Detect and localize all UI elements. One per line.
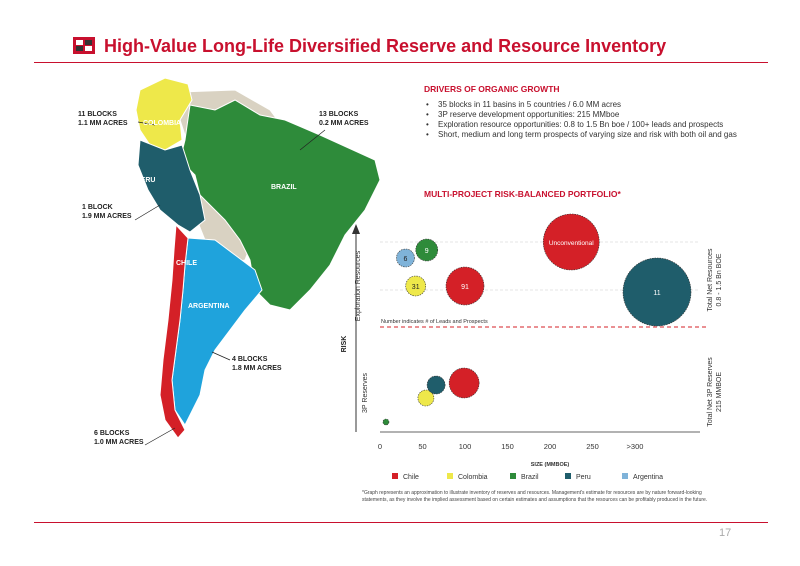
x-tick-label: 0 — [378, 442, 382, 451]
callout-chile: 6 BLOCKS 1.0 MM ACRES — [94, 430, 144, 446]
x-tick-label: >300 — [627, 442, 644, 451]
bubble-reserve — [417, 389, 435, 407]
legend-swatch — [565, 473, 571, 479]
y-axis-arrow — [352, 224, 360, 234]
band-label-exploration: Exploration Resources — [355, 250, 362, 321]
bubble-exploration — [445, 266, 485, 306]
portfolio-heading: MULTI-PROJECT RISK-BALANCED PORTFOLIO* — [424, 189, 621, 199]
legend-swatch — [622, 473, 628, 479]
x-tick-label: 100 — [459, 442, 472, 451]
x-tick-label: 150 — [501, 442, 514, 451]
legend-swatch — [510, 473, 516, 479]
bubble-exploration — [405, 275, 427, 297]
bubble-label: 91 — [461, 284, 469, 291]
x-tick-label: 250 — [586, 442, 599, 451]
map-label-peru: PERU — [136, 177, 156, 184]
chart-footnote: *Graph represents an approximation to il… — [362, 490, 708, 503]
footer-divider — [34, 522, 768, 523]
portfolio-bubble-chart: RISK Exploration Resources 3P Reserves N… — [341, 213, 723, 481]
bubble-exploration — [396, 248, 415, 268]
x-axis-title: SIZE (MMBOE) — [531, 462, 570, 468]
legend-label: Peru — [576, 474, 591, 481]
page-title: High-Value Long-Life Diversified Reserve… — [104, 36, 667, 56]
bubble-label: 9 — [425, 248, 429, 255]
south-america-map — [134, 77, 381, 446]
list-item: 35 blocks in 11 basins in 5 countries / … — [424, 100, 764, 110]
right-label-reserves-1: Total Net 3P Reserves — [707, 357, 714, 427]
bubble-reserve — [448, 367, 480, 399]
legend-label: Argentina — [633, 474, 663, 481]
map-label-argentina: ARGENTINA — [188, 303, 230, 310]
callout-argentina: 4 BLOCKS 1.8 MM ACRES — [232, 356, 282, 372]
legend-label: Colombia — [458, 474, 488, 481]
callout-brazil: 13 BLOCKS 0.2 MM ACRES — [319, 111, 369, 127]
map-chile — [159, 223, 189, 439]
map-colombia — [135, 77, 193, 151]
divider-label: Number indicates # of Leads and Prospect… — [381, 319, 488, 325]
bubble-exploration — [415, 238, 439, 262]
map-label-colombia: COLOMBIA — [143, 120, 182, 127]
legend-label: Chile — [403, 474, 419, 481]
title-divider — [34, 62, 768, 63]
legend-label: Brazil — [521, 474, 539, 481]
bubble-label: Unconventional — [549, 240, 594, 247]
bubble-label: 6 — [404, 256, 408, 263]
legend-swatch — [392, 473, 398, 479]
bubble-label: 11 — [653, 290, 660, 297]
bubble-reserve — [426, 375, 446, 395]
callout-line-colombia — [137, 121, 156, 126]
bubble-label: 31 — [412, 284, 420, 291]
callout-line-argentina — [211, 351, 231, 361]
band-label-reserves: 3P Reserves — [362, 373, 369, 413]
callout-line-chile — [144, 427, 176, 446]
right-label-reserves-2: 215 MMBOE — [716, 372, 723, 412]
company-logo-icon — [73, 37, 95, 54]
list-item: Short, medium and long term prospects of… — [424, 130, 764, 140]
x-tick-label: 50 — [418, 442, 426, 451]
legend-swatch — [447, 473, 453, 479]
x-tick-label: 200 — [544, 442, 557, 451]
callout-line-peru — [134, 204, 161, 221]
right-label-exploration-2: 0.8 - 1.5 Bn BOE — [716, 253, 723, 306]
map-label-chile: CHILE — [176, 260, 197, 267]
callout-colombia: 11 BLOCKS 1.1 MM ACRES — [78, 111, 128, 127]
drivers-list: 35 blocks in 11 basins in 5 countries / … — [424, 100, 764, 140]
map-label-brazil: BRAZIL — [271, 184, 297, 191]
map-peru — [137, 139, 206, 233]
bubble-exploration — [622, 257, 692, 327]
list-item: 3P reserve development opportunities: 21… — [424, 110, 764, 120]
callout-peru: 1 BLOCK 1.9 MM ACRES — [82, 204, 132, 220]
drivers-heading: DRIVERS OF ORGANIC GROWTH — [424, 84, 560, 94]
y-axis-title: RISK — [341, 336, 348, 353]
right-label-exploration-1: Total Net Resources — [707, 248, 714, 312]
list-item: Exploration resource opportunities: 0.8 … — [424, 120, 764, 130]
callout-line-brazil — [299, 129, 326, 151]
page-number: 17 — [719, 527, 732, 539]
bubble-exploration — [542, 213, 600, 271]
bubble-reserve — [382, 418, 390, 426]
